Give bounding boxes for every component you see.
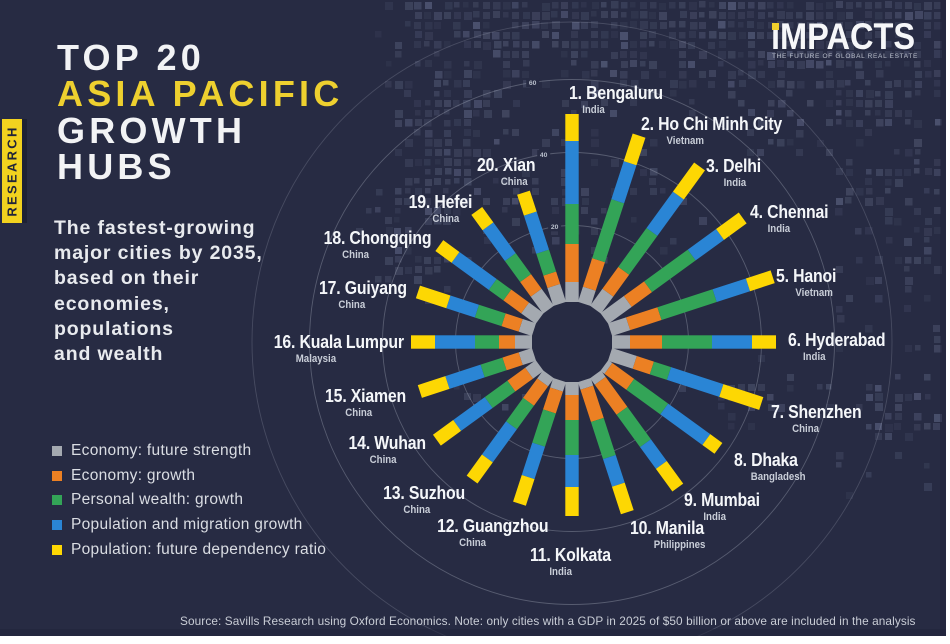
svg-text:20: 20	[551, 224, 559, 231]
svg-text:40: 40	[540, 152, 548, 159]
svg-text:60: 60	[529, 80, 537, 87]
